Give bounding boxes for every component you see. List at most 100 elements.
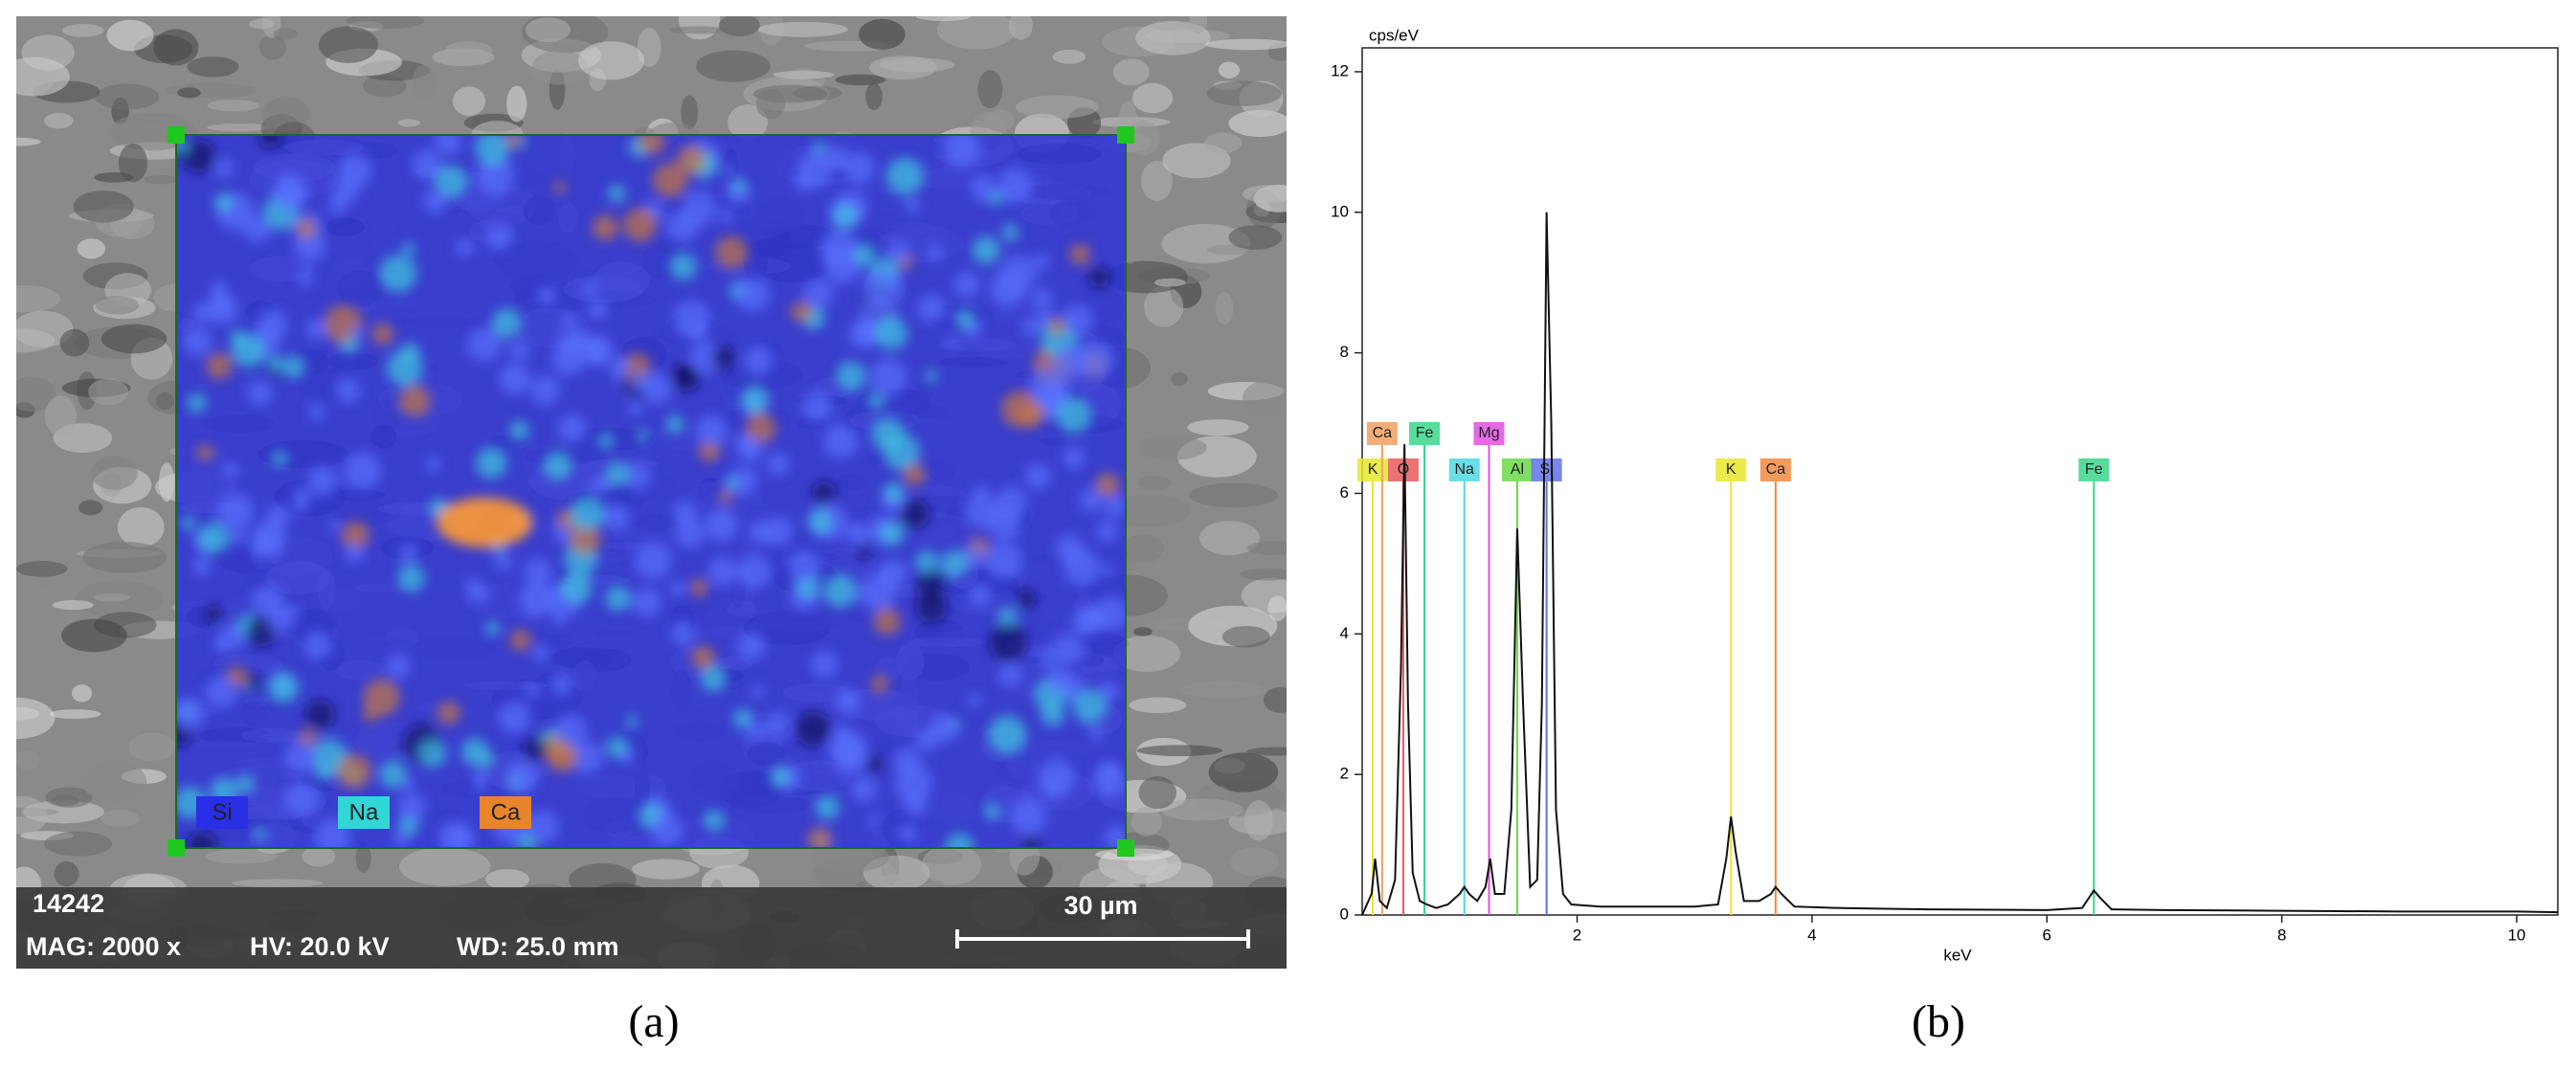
map-dot	[1069, 244, 1090, 265]
map-dot	[763, 711, 791, 739]
map-dot	[766, 453, 790, 476]
map-dot	[590, 477, 608, 496]
y-tick-label: 12	[1331, 61, 1349, 79]
texture-flake	[696, 50, 771, 82]
map-dot	[835, 687, 861, 714]
texture-flake	[16, 560, 68, 577]
texture-flake	[177, 87, 201, 99]
marker-label-box	[1366, 422, 1398, 445]
texture-flake	[16, 750, 40, 771]
map-dot	[307, 466, 338, 497]
map-dot	[886, 240, 910, 264]
map-dot	[1093, 595, 1126, 632]
map-dot	[571, 742, 604, 774]
map-dot	[707, 557, 737, 587]
texture-flake	[1179, 681, 1266, 699]
map-dot	[402, 242, 415, 256]
map-dot	[554, 714, 588, 747]
scale-bar-label: 30 µm	[1064, 891, 1137, 920]
texture-flake	[398, 847, 491, 886]
texture-flake	[719, 16, 760, 36]
map-dot	[214, 158, 235, 177]
map-dot	[605, 586, 631, 612]
marker-label-box	[2078, 458, 2110, 481]
map-dot	[665, 210, 698, 242]
map-dot	[232, 334, 266, 368]
map-dot	[795, 711, 831, 747]
map-dot	[1072, 609, 1100, 636]
marker-label-box	[1501, 458, 1533, 481]
map-dot	[691, 645, 715, 669]
map-dot	[689, 342, 723, 374]
map-dot	[335, 376, 362, 403]
map-dot	[205, 605, 223, 623]
marker-label-box	[1448, 458, 1480, 481]
texture-flake	[1140, 161, 1173, 202]
texture-flake	[16, 285, 61, 313]
texture-flake	[318, 26, 378, 63]
texture-flake	[812, 841, 889, 873]
texture-flake	[295, 63, 314, 75]
map-dot	[570, 329, 589, 348]
map-dot	[953, 271, 980, 298]
map-dot	[704, 810, 726, 832]
map-dot	[561, 313, 577, 329]
marker-label-box	[1473, 422, 1505, 445]
texture-flake	[258, 34, 287, 60]
texture-flake	[95, 296, 140, 315]
map-dot	[1101, 564, 1113, 576]
map-dot	[597, 433, 615, 450]
map-dot	[191, 555, 212, 576]
texture-flake	[106, 19, 154, 52]
map-dot	[671, 621, 696, 646]
map-dot	[252, 521, 286, 555]
texture-flake	[60, 618, 127, 653]
working-distance: WD: 25.0 mm	[457, 932, 619, 961]
map-dot	[284, 740, 318, 774]
texture-flake	[632, 859, 700, 880]
map-dot	[665, 414, 684, 434]
marker-label: Mg	[1478, 425, 1499, 441]
map-dot	[731, 178, 746, 193]
map-dot	[926, 244, 944, 262]
map-dot	[485, 621, 501, 636]
texture-flake	[118, 144, 148, 183]
texture-flake	[95, 83, 160, 110]
map-dot	[182, 139, 215, 173]
texture-flake	[144, 174, 178, 185]
map-dot	[491, 308, 522, 338]
map-dot	[728, 465, 758, 496]
map-dot	[930, 714, 959, 743]
x-axis-label: keV	[1943, 946, 1972, 964]
map-dot	[399, 385, 431, 417]
texture-flake	[936, 16, 1016, 50]
texture-flake	[45, 395, 77, 436]
y-tick-label: 8	[1340, 343, 1349, 361]
texture-flake	[88, 378, 129, 406]
map-dot	[362, 706, 377, 723]
map-dot	[813, 141, 826, 154]
map-dot	[553, 181, 566, 194]
map-dot	[1018, 400, 1045, 428]
map-dot	[943, 135, 981, 167]
map-dot	[182, 326, 213, 357]
texture-flake	[1243, 800, 1274, 841]
map-dot	[474, 769, 489, 784]
map-overlay	[176, 135, 1126, 848]
texture-flake	[100, 810, 140, 828]
map-dot	[696, 414, 728, 446]
map-dot	[737, 632, 766, 660]
spectrum-line	[1361, 212, 2559, 916]
texture-flake	[1137, 475, 1173, 491]
map-dot	[216, 493, 255, 530]
texture-flake	[1015, 95, 1099, 119]
map-dot	[284, 782, 320, 817]
map-dot	[525, 683, 541, 699]
texture-flake	[205, 849, 278, 864]
map-dot	[735, 277, 771, 312]
map-legend: Si Na Ca	[196, 796, 531, 829]
map-dot	[470, 584, 490, 604]
texture-flake	[49, 709, 101, 720]
map-dot	[945, 833, 974, 848]
texture-flake	[668, 26, 728, 34]
